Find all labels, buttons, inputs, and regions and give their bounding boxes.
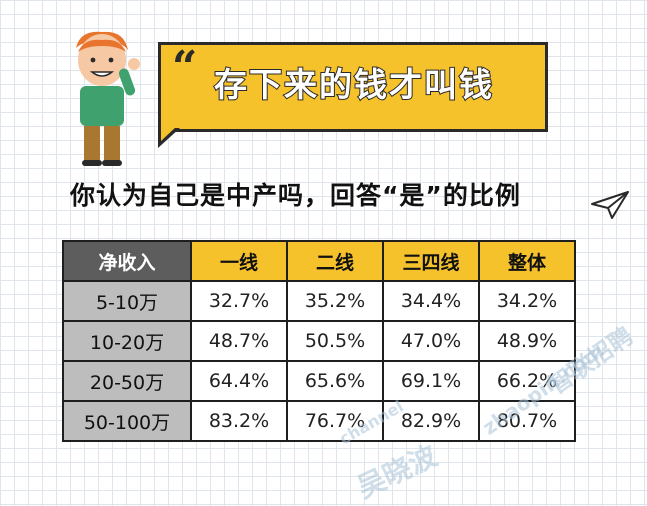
header-tier1: 一线 [190, 240, 288, 282]
table-cell: 69.1% [382, 360, 480, 402]
page-heading: 你认为自己是中产吗，回答“是”的比例 [70, 181, 521, 210]
table-cell: 50.5% [286, 320, 384, 362]
table-cell: 47.0% [382, 320, 480, 362]
table-cell: 76.7% [286, 400, 384, 442]
row-label: 10-20万 [62, 320, 192, 362]
table-cell: 82.9% [382, 400, 480, 442]
header-income: 净收入 [62, 240, 192, 282]
table-cell: 83.2% [190, 400, 288, 442]
bubble-title: 存下来的钱才叫钱 [213, 64, 494, 105]
table-cell: 34.4% [382, 280, 480, 322]
watermark-wu-cn: 吴晓波 [352, 439, 443, 505]
header-overall: 整体 [478, 240, 576, 282]
table-header-row: 净收入 一线 二线 三四线 整体 [62, 240, 576, 282]
quote-mark: “ [172, 42, 198, 93]
table-cell: 34.2% [478, 280, 576, 322]
header-tier2: 二线 [286, 240, 384, 282]
table-cell: 35.2% [286, 280, 384, 322]
table-cell: 48.7% [190, 320, 288, 362]
table-cell: 66.2% [478, 360, 576, 402]
row-label: 50-100万 [62, 400, 192, 442]
table-row: 20-50万 64.4% 65.6% 69.1% 66.2% [62, 360, 576, 402]
header-tier34: 三四线 [382, 240, 480, 282]
paper-plane-icon [591, 191, 629, 219]
table-cell: 80.7% [478, 400, 576, 442]
table-row: 5-10万 32.7% 35.2% 34.4% 34.2% [62, 280, 576, 322]
table-row: 10-20万 48.7% 50.5% 47.0% 48.9% [62, 320, 576, 362]
table-cell: 64.4% [190, 360, 288, 402]
income-table: 净收入 一线 二线 三四线 整体 5-10万 32.7% 35.2% 34.4%… [62, 240, 576, 442]
table-cell: 48.9% [478, 320, 576, 362]
speech-bubble [158, 42, 548, 132]
table-cell: 32.7% [190, 280, 288, 322]
row-label: 20-50万 [62, 360, 192, 402]
table-row: 50-100万 83.2% 76.7% 82.9% 80.7% [62, 400, 576, 442]
cartoon-person-icon [76, 31, 140, 166]
table-cell: 65.6% [286, 360, 384, 402]
row-label: 5-10万 [62, 280, 192, 322]
